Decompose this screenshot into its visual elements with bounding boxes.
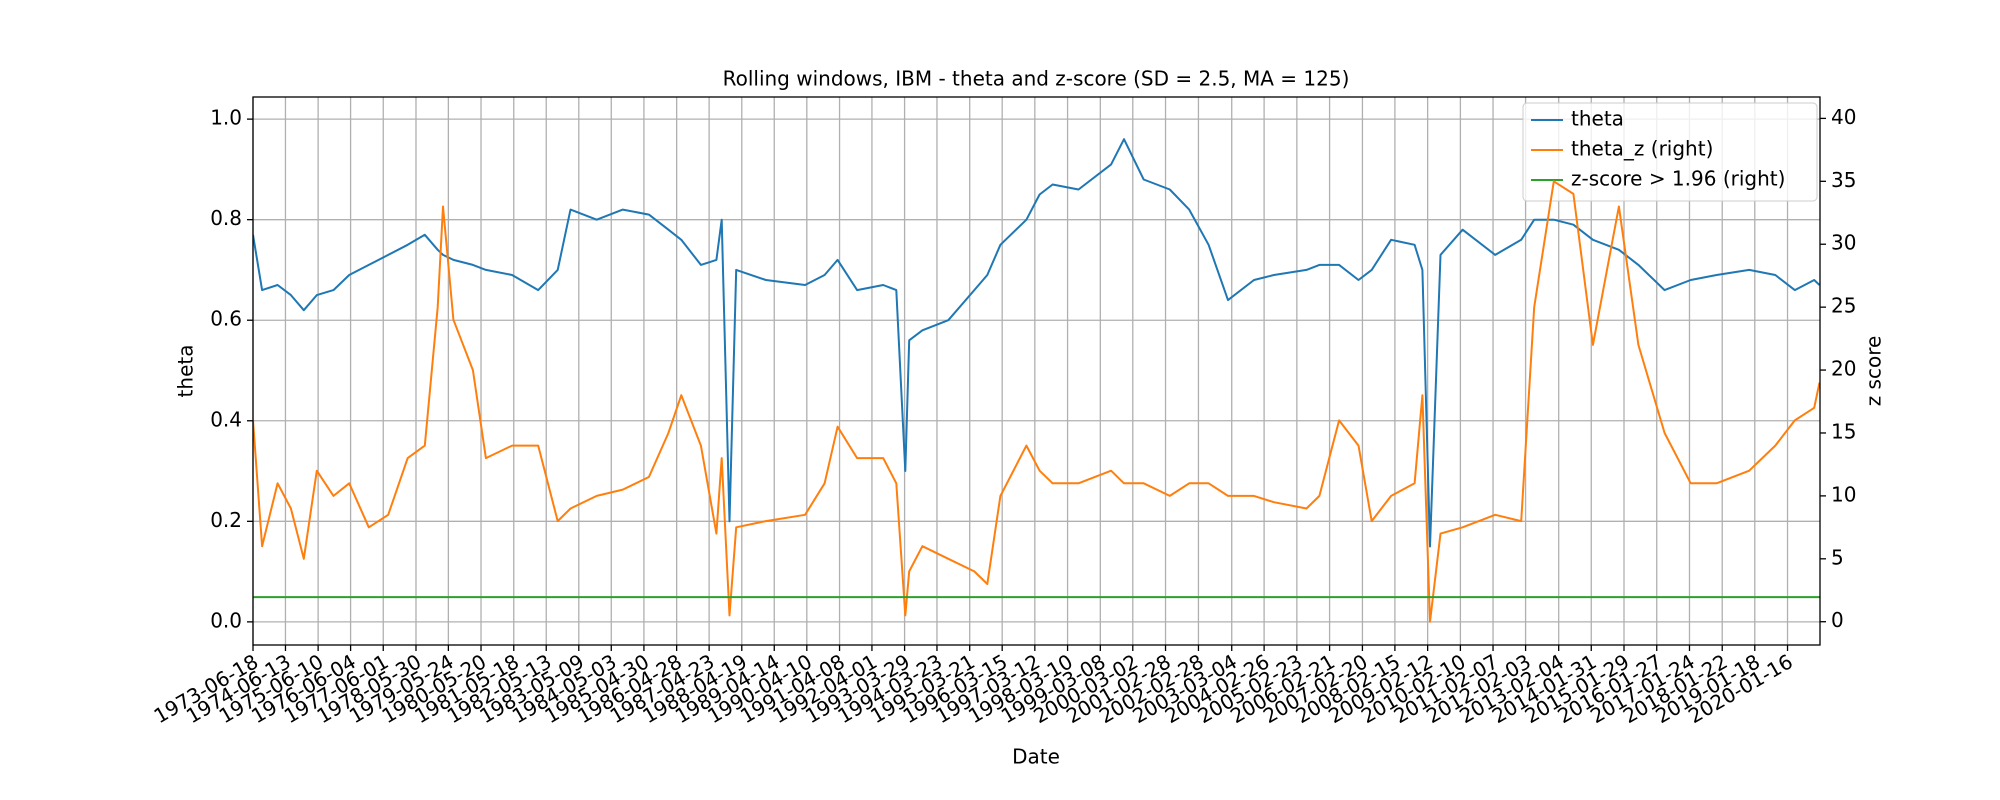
- plot-frame: [252, 96, 1821, 646]
- y2-tick-label: 20: [1831, 357, 1856, 381]
- legend-label: z-score > 1.96 (right): [1571, 167, 1785, 191]
- y-axis-label: theta: [174, 345, 198, 398]
- y2-tick-label: 40: [1831, 105, 1856, 129]
- y2-tick-label: 35: [1831, 168, 1856, 192]
- y2-tick-label: 5: [1831, 545, 1844, 569]
- y2-tick-label: 15: [1831, 419, 1856, 443]
- y-tick-label: 0.6: [210, 307, 242, 331]
- y2-tick-label: 10: [1831, 482, 1856, 506]
- line-series: [253, 180, 1820, 623]
- y2-axis-label: z score: [1862, 336, 1886, 407]
- y2-tick-label: 25: [1831, 294, 1856, 318]
- legend-box: [1522, 102, 1818, 202]
- y2-tick-label: 0: [1831, 608, 1844, 632]
- y-tick-label: 0.0: [210, 608, 242, 632]
- y2-tick-label: 30: [1831, 231, 1856, 255]
- line-series: [253, 138, 1820, 548]
- y-tick-label: 0.2: [210, 508, 242, 532]
- legend-label: theta_z (right): [1571, 137, 1713, 161]
- chart-title: Rolling windows, IBM - theta and z-score…: [723, 67, 1350, 91]
- y-tick-label: 0.8: [210, 206, 242, 230]
- y-tick-label: 0.4: [210, 407, 242, 431]
- legend-label: theta: [1571, 107, 1624, 131]
- y-tick-label: 1.0: [210, 106, 242, 130]
- x-axis-label: Date: [1012, 745, 1060, 769]
